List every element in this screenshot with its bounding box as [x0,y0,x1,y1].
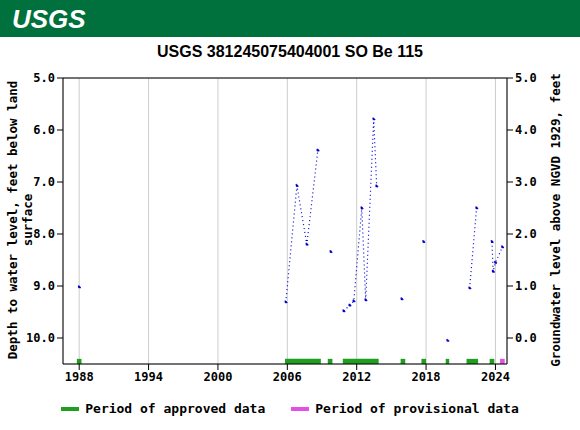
svg-text:2018: 2018 [412,370,441,384]
svg-text:6.0: 6.0 [33,123,55,137]
html-text:USGS 381245075404001 SO Be 115: USGS 381245075404001 SO Be 115 [157,43,423,60]
svg-text:0.0: 0.0 [515,331,537,345]
html-text:Groundwater level above NGVD 1: Groundwater level above NGVD 1929, feet [547,73,563,367]
svg-text:2012: 2012 [342,370,371,384]
svg-text:1.0: 1.0 [515,279,537,293]
svg-text:4.0: 4.0 [515,123,537,137]
svg-text:7.0: 7.0 [33,175,55,189]
svg-text:2024: 2024 [481,370,510,384]
html-text:USGS: USGS [12,4,86,34]
svg-text:8.0: 8.0 [33,227,55,241]
svg-text:1988: 1988 [65,370,94,384]
svg-text:2000: 2000 [203,370,232,384]
html-text:Period of provisional data: Period of provisional data [315,401,519,416]
svg-text:10.0: 10.0 [26,331,55,345]
html-text:Depth to water level, feet bel: Depth to water level, feet below land [5,80,20,360]
svg-text:1994: 1994 [134,370,163,384]
svg-text:2.0: 2.0 [515,227,537,241]
svg-text:5.0: 5.0 [33,71,55,85]
svg-text:9.0: 9.0 [33,279,55,293]
svg-text:2006: 2006 [273,370,302,384]
svg-text:3.0: 3.0 [515,175,537,189]
html-text:Period of approved data: Period of approved data [85,401,266,416]
svg-text:5.0: 5.0 [515,71,537,85]
html-text:surface: surface [20,193,35,247]
